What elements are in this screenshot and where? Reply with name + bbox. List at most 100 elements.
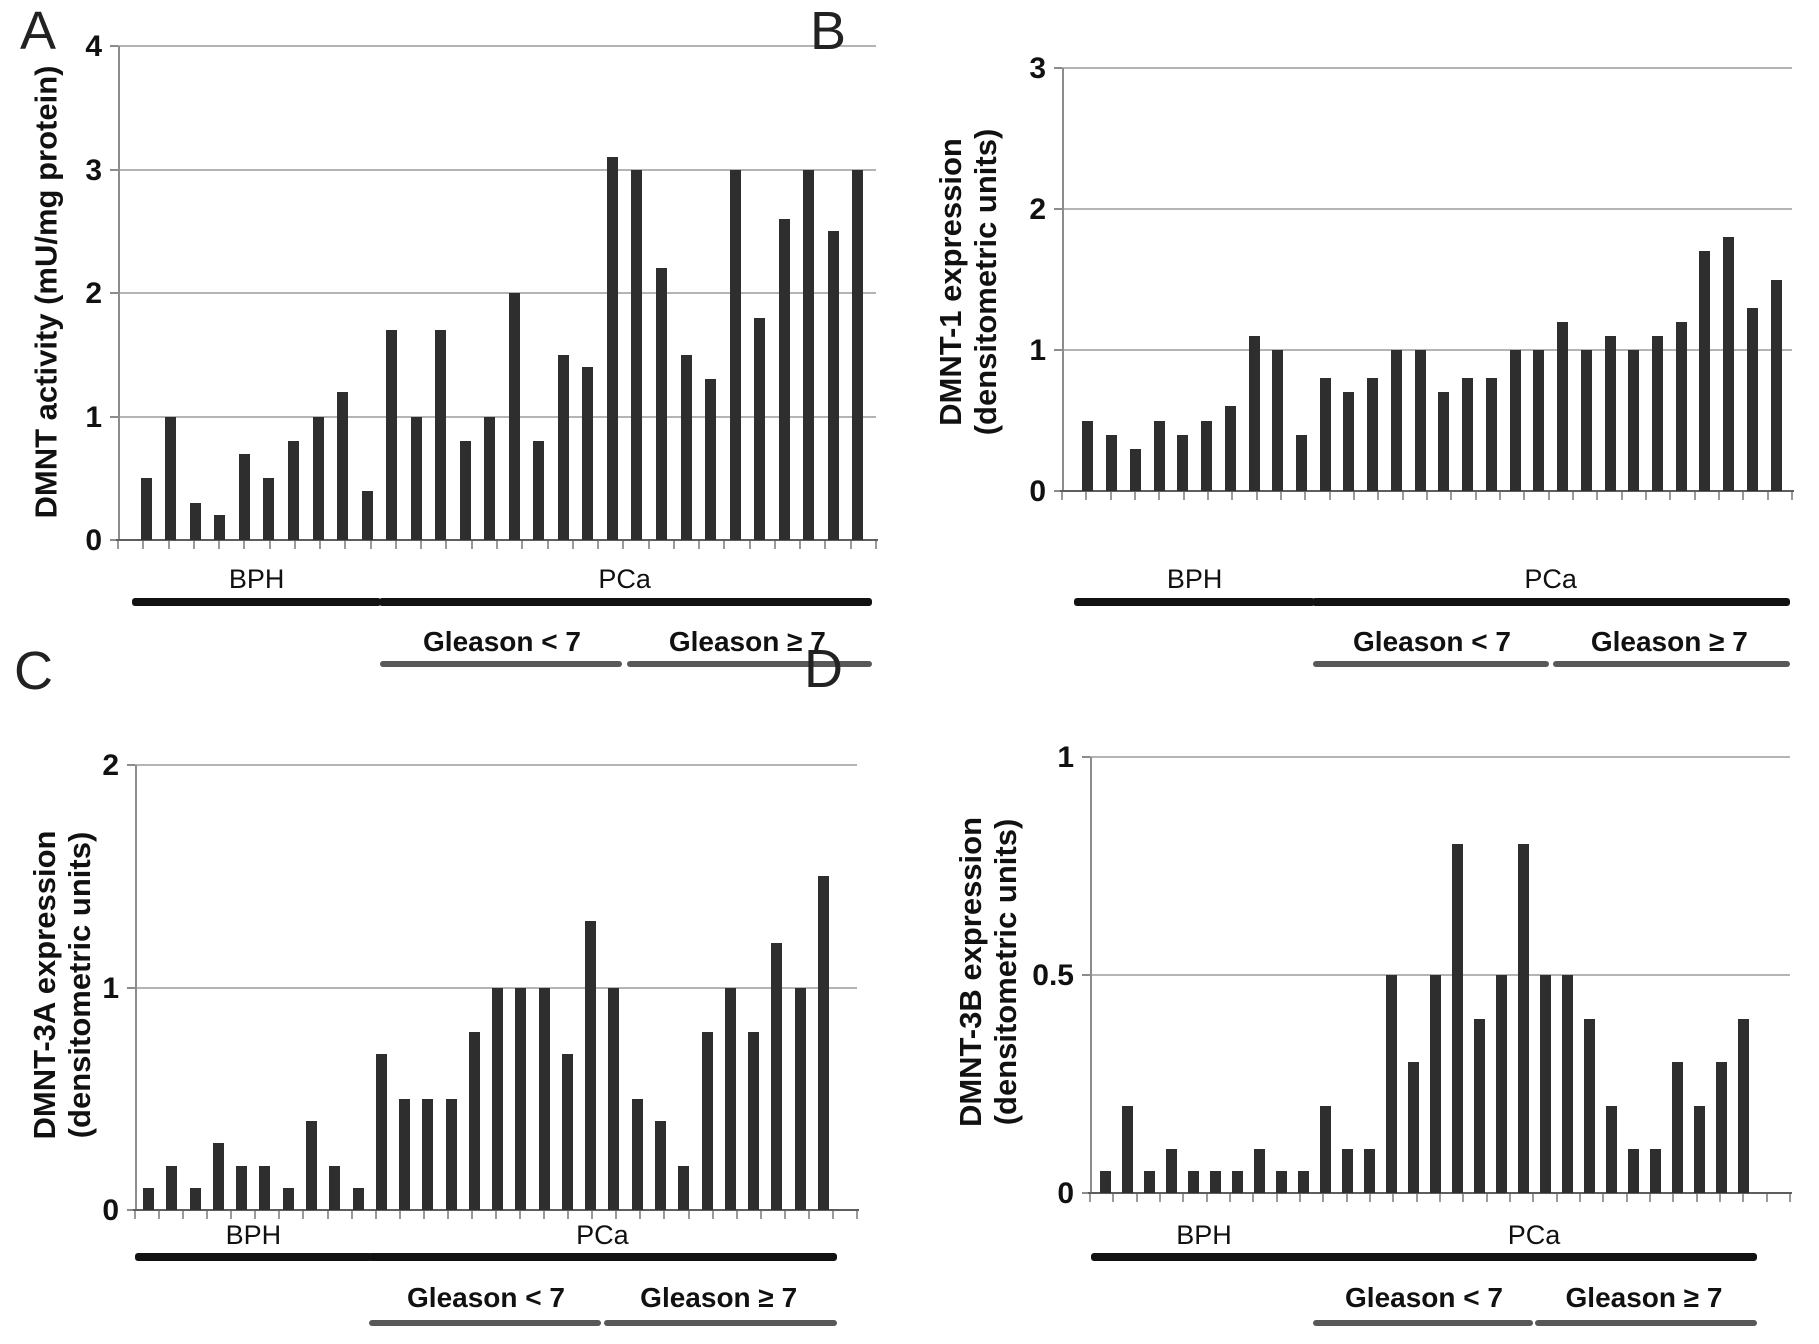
y-tick-label-c: 0: [102, 1194, 119, 1227]
x-tick-mark: [319, 541, 322, 549]
bar-b-4: [1153, 420, 1165, 491]
bar-b-6: [1201, 420, 1213, 491]
x-tick-mark: [1499, 492, 1501, 500]
bar-d-10: [1297, 1171, 1309, 1193]
x-tick-mark: [1089, 1194, 1091, 1202]
x-tick-mark: [1766, 492, 1769, 500]
x-tick-mark: [1620, 492, 1623, 500]
bar-c-8: [306, 1121, 317, 1210]
bar-c-17: [515, 987, 527, 1210]
gridline-a: [118, 168, 876, 171]
bar-a-22: [655, 268, 667, 540]
bar-c-27: [748, 1032, 760, 1210]
bar-b-13: [1367, 378, 1379, 491]
bar-c-20: [585, 920, 597, 1210]
bar-b-1: [1082, 420, 1094, 491]
x-tick-mark: [1791, 492, 1793, 500]
x-tick-mark: [1719, 1194, 1721, 1202]
bar-d-24: [1605, 1105, 1617, 1193]
x-tick-mark: [1377, 492, 1380, 500]
bar-d-6: [1209, 1171, 1221, 1193]
x-tick-mark: [1134, 492, 1136, 500]
x-tick-mark: [230, 1211, 233, 1219]
y-tick-mark: [1082, 1192, 1090, 1194]
y-axis-line-a: [118, 46, 120, 540]
x-tick-mark: [326, 1211, 329, 1219]
x-tick-mark: [672, 541, 675, 549]
x-tick-mark: [134, 1211, 136, 1219]
group-line-pca-b: [1312, 598, 1791, 606]
bar-c-12: [399, 1098, 411, 1210]
bar-d-22: [1561, 975, 1573, 1193]
group-line-bph-b: [1073, 598, 1316, 606]
bar-a-8: [312, 416, 324, 540]
bar-a-24: [705, 379, 717, 540]
bar-b-27: [1699, 251, 1711, 491]
bar-b-12: [1343, 392, 1355, 491]
x-tick-mark: [1579, 1194, 1581, 1202]
y-axis-title-line: DMNT-1 expression: [932, 138, 968, 426]
bar-b-7: [1224, 406, 1236, 491]
bar-b-20: [1533, 350, 1545, 491]
bar-c-28: [771, 943, 783, 1210]
y-axis-line-b: [1062, 68, 1064, 491]
x-tick-mark: [1159, 1194, 1161, 1202]
x-tick-mark: [647, 541, 650, 549]
subgroup-line-gleason-ge7-d: [1535, 1320, 1757, 1326]
x-tick-mark: [1401, 492, 1404, 500]
x-tick-mark: [158, 1211, 161, 1219]
x-tick-mark: [807, 1211, 810, 1219]
y-tick-mark: [1082, 974, 1090, 976]
bar-a-26: [754, 317, 766, 540]
group-label-pca-c: PCa: [576, 1220, 629, 1250]
bar-d-27: [1671, 1062, 1683, 1193]
x-tick-mark: [698, 541, 701, 549]
bar-d-8: [1253, 1149, 1265, 1193]
y-tick-mark: [1054, 490, 1062, 492]
x-tick-mark: [799, 541, 802, 549]
y-tick-mark: [110, 539, 118, 541]
x-tick-mark: [1275, 1194, 1278, 1202]
bar-d-16: [1429, 975, 1441, 1193]
subgroup-line-gleason-lt7-b: [1313, 661, 1549, 667]
bar-b-10: [1295, 434, 1307, 491]
x-tick-mark: [1229, 1194, 1231, 1202]
y-tick-label-b: 3: [1029, 52, 1046, 85]
group-label-bph-b: BPH: [1166, 564, 1223, 594]
y-tick-label-a: 1: [85, 400, 102, 434]
x-tick-mark: [1207, 492, 1209, 500]
x-tick-mark: [1672, 1194, 1675, 1202]
y-axis-line-c: [135, 765, 137, 1210]
bar-a-15: [484, 416, 496, 540]
bar-c-24: [678, 1165, 690, 1210]
subgroup-line-gleason-lt7-d: [1313, 1320, 1533, 1326]
bar-a-29: [827, 231, 839, 540]
y-tick-label-c: 1: [102, 971, 119, 1005]
y-tick-mark: [127, 764, 135, 766]
x-tick-mark: [1645, 492, 1647, 500]
bar-d-9: [1275, 1171, 1287, 1193]
x-tick-mark: [496, 541, 498, 549]
x-tick-mark: [591, 1211, 594, 1219]
bar-a-12: [410, 416, 422, 540]
bar-b-25: [1651, 335, 1663, 491]
subgroup-line-gleason-ge7-a: [626, 661, 872, 667]
x-tick-mark: [1742, 1194, 1745, 1202]
x-tick-mark: [546, 541, 549, 549]
y-tick-mark: [110, 415, 118, 418]
bar-b-9: [1272, 350, 1284, 491]
panel-letter-b: B: [810, 1, 847, 61]
x-tick-mark: [1252, 1194, 1255, 1202]
x-tick-mark: [420, 541, 423, 549]
bar-a-21: [631, 169, 643, 540]
bar-d-18: [1473, 1018, 1485, 1193]
y-tick-label-a: 4: [85, 30, 102, 63]
x-tick-mark: [117, 541, 119, 549]
bar-b-17: [1462, 378, 1474, 491]
bar-a-2: [165, 416, 177, 540]
y-tick-label-a: 3: [85, 153, 102, 187]
x-tick-mark: [470, 541, 473, 549]
x-baseline-c: [133, 1209, 859, 1211]
bar-d-26: [1649, 1149, 1661, 1193]
